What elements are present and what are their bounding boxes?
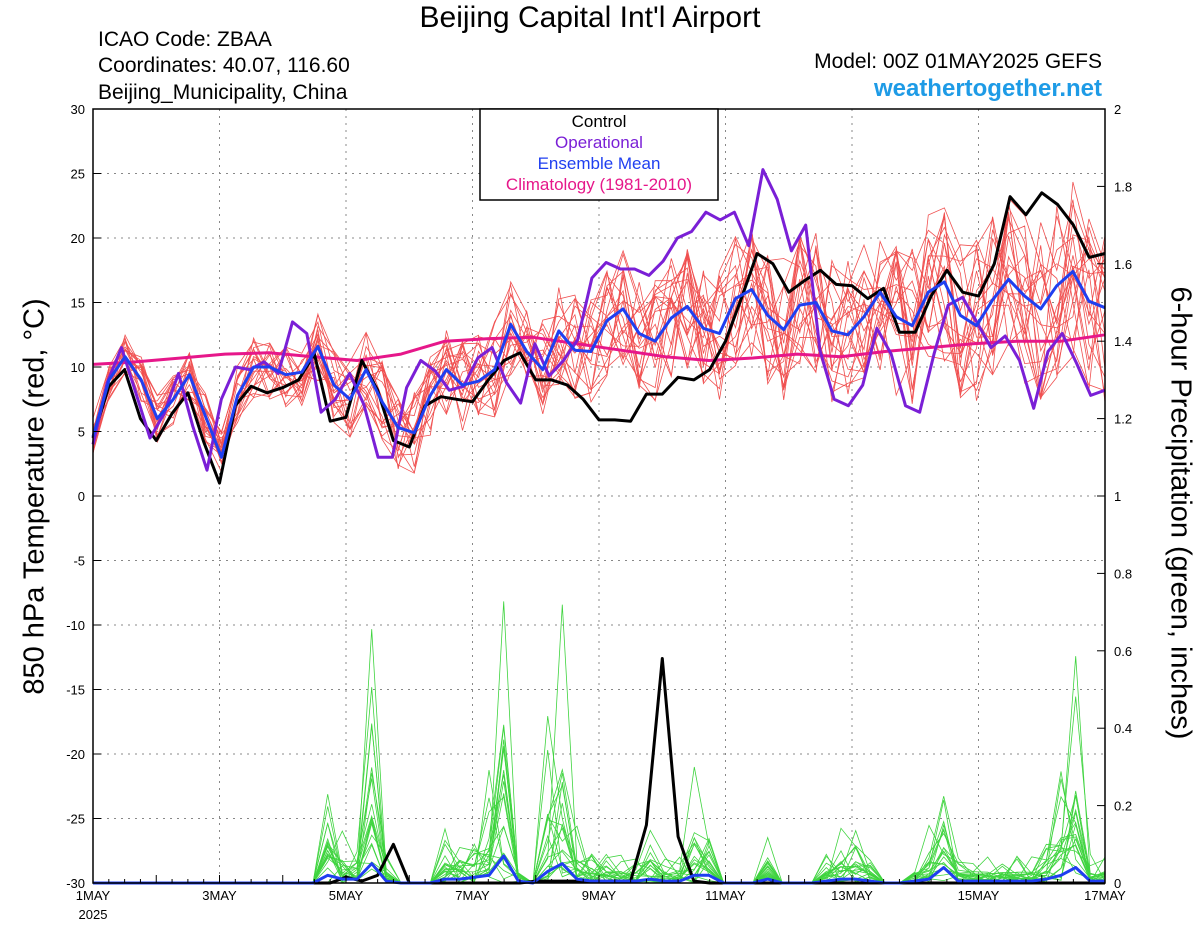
temp-member-line xyxy=(92,197,1106,453)
y-tick-label: 5 xyxy=(78,425,85,440)
temp-member-line xyxy=(92,215,1106,456)
y-tick-label: -25 xyxy=(66,812,85,827)
legend-item: Operational xyxy=(555,133,643,152)
y2-tick-label: 0 xyxy=(1114,876,1121,891)
y2-tick-label: 1 xyxy=(1114,489,1121,504)
temp-member-line xyxy=(92,207,1106,447)
x-tick-label: 17MAY xyxy=(1084,888,1126,903)
y-tick-label: 10 xyxy=(71,360,85,375)
y-tick-label: 15 xyxy=(71,296,85,311)
site-link[interactable]: weathertogether.net xyxy=(873,75,1102,102)
legend-item: Climatology (1981-2010) xyxy=(506,175,692,194)
y2-tick-label: 0.6 xyxy=(1114,644,1132,659)
precip-member-line xyxy=(93,601,1106,884)
x-tick-label: 13MAY xyxy=(831,888,873,903)
y-tick-label: 20 xyxy=(71,231,85,246)
x-tick-label: 1MAY xyxy=(76,888,111,903)
y-tick-label: 30 xyxy=(71,102,85,117)
legend-item: Ensemble Mean xyxy=(538,154,661,173)
y2-tick-label: 0.4 xyxy=(1114,721,1132,736)
y2-tick-label: 1.2 xyxy=(1114,412,1132,427)
y2-tick-label: 1.6 xyxy=(1114,257,1132,272)
temp-member-line xyxy=(92,235,1106,459)
legend-item: Control xyxy=(572,112,627,131)
legend: Control Operational Ensemble Mean Climatolo… xyxy=(479,108,719,201)
legend-box xyxy=(479,108,719,201)
axis-ticks: 302520151050-5-10-15-20-25-3021.81.61.41… xyxy=(66,102,1132,922)
precip-member-line xyxy=(93,604,1106,884)
y2-tick-label: 1.4 xyxy=(1114,334,1132,349)
temp-member-line xyxy=(92,221,1106,468)
x-tick-label: 9MAY xyxy=(582,888,617,903)
x-tick-label: 15MAY xyxy=(958,888,1000,903)
chart-title: Beijing Capital Int'l Airport xyxy=(419,1,761,34)
region: Beijing_Municipality, China xyxy=(98,81,348,104)
y-tick-label: -5 xyxy=(73,554,85,569)
coordinates: Coordinates: 40.07, 116.60 xyxy=(98,54,350,77)
y2-tick-label: 0.2 xyxy=(1114,799,1132,814)
grid-lines xyxy=(93,109,1105,883)
x-year-label: 2025 xyxy=(79,907,108,922)
y2-tick-label: 1.8 xyxy=(1114,179,1132,194)
model-run: Model: 00Z 01MAY2025 GEFS xyxy=(814,50,1102,73)
y2-tick-label: 2 xyxy=(1114,102,1121,117)
y2-tick-label: 0.8 xyxy=(1114,566,1132,581)
x-tick-label: 3MAY xyxy=(202,888,237,903)
y-tick-label: 25 xyxy=(71,167,85,182)
x-tick-label: 7MAY xyxy=(455,888,490,903)
series-ensemble-mean xyxy=(91,270,1106,459)
icao-code: ICAO Code: ZBAA xyxy=(98,28,272,51)
x-tick-label: 5MAY xyxy=(329,888,364,903)
y-tick-label: 0 xyxy=(78,489,85,504)
series-control-precip xyxy=(93,657,1105,885)
y-tick-label: -10 xyxy=(66,618,85,633)
y-tick-label: -20 xyxy=(66,747,85,762)
x-tick-label: 11MAY xyxy=(705,888,746,903)
y-tick-label: -30 xyxy=(66,876,85,891)
precip-members xyxy=(93,601,1106,884)
series-operational xyxy=(91,168,1106,472)
y-tick-label: -15 xyxy=(66,683,85,698)
